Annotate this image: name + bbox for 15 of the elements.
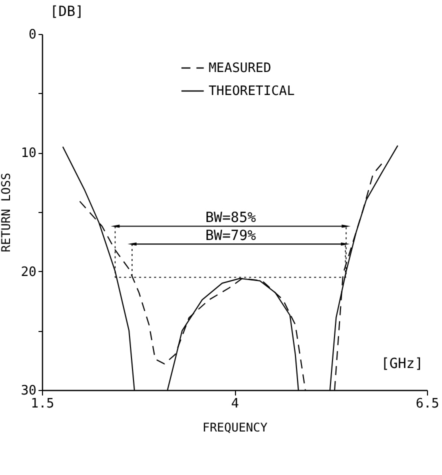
y-tick-label: 20 xyxy=(20,264,36,280)
x-tick-label: 6.5 xyxy=(416,396,440,412)
y-tick-label: 30 xyxy=(20,384,36,398)
y-tick-label: 0 xyxy=(28,28,36,42)
y-axis-title: RETURN LOSS xyxy=(0,172,13,252)
annotation: BW=79% xyxy=(205,228,257,244)
y-tick-label: 10 xyxy=(20,146,36,162)
legend-label: MEASURED xyxy=(208,61,272,76)
x-tick-label: 4 xyxy=(231,396,240,412)
annotation: [GHz] xyxy=(381,356,424,372)
x-tick-label: 1.5 xyxy=(30,396,54,412)
text: [DB] xyxy=(50,4,84,20)
annotation: BW=85% xyxy=(205,210,257,226)
x-axis-title: FREQUENCY xyxy=(202,420,268,434)
legend-label: THEORETICAL xyxy=(208,84,295,99)
